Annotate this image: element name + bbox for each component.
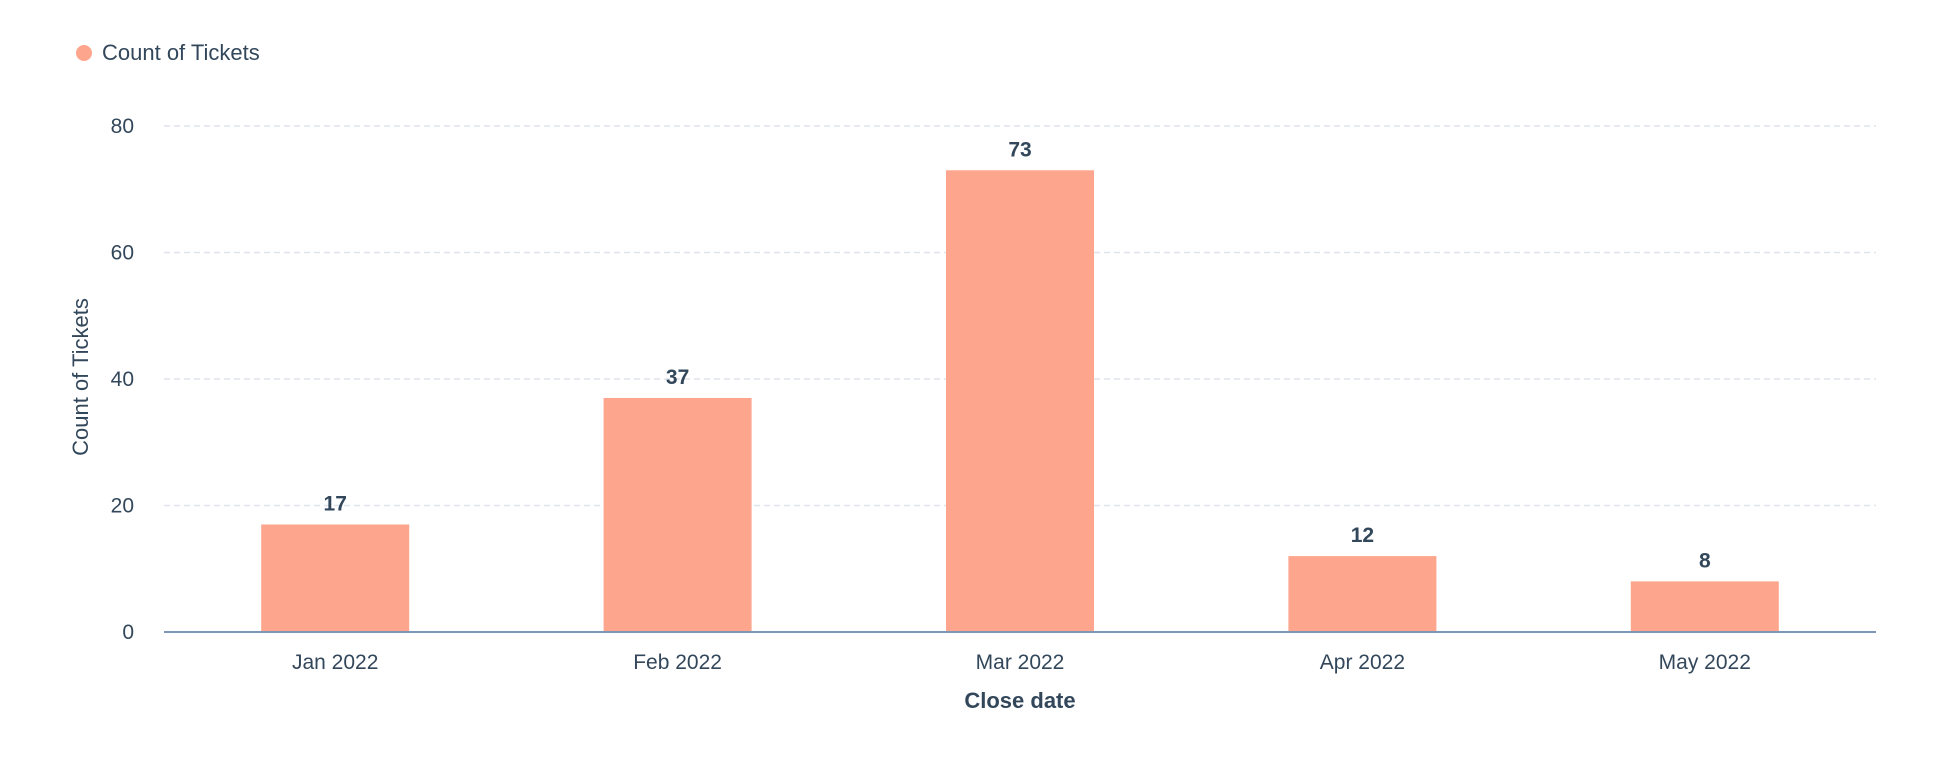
data-labels: 17 37 73 12 8 (324, 138, 1711, 572)
y-axis-ticks: 0 20 40 60 80 (111, 115, 134, 644)
x-axis-title: Close date (964, 688, 1075, 713)
bars (261, 170, 1779, 632)
gridlines (164, 125, 1876, 507)
data-label: 8 (1699, 549, 1711, 572)
legend-label: Count of Tickets (102, 40, 260, 65)
data-label: 17 (324, 492, 347, 515)
data-label: 73 (1008, 138, 1031, 161)
chart-legend[interactable]: Count of Tickets (76, 40, 260, 66)
y-tick-label: 40 (111, 368, 134, 391)
y-axis-title: Count of Tickets (68, 298, 93, 456)
y-tick-label: 80 (111, 115, 134, 138)
x-tick-label: Jan 2022 (292, 651, 378, 674)
x-tick-label: Apr 2022 (1320, 651, 1405, 674)
bar[interactable] (603, 397, 752, 632)
legend-swatch-icon (76, 45, 92, 61)
bar[interactable] (1630, 581, 1779, 632)
bar[interactable] (1288, 556, 1437, 632)
bar[interactable] (946, 170, 1094, 632)
x-axis-ticks: Jan 2022 Feb 2022 Mar 2022 Apr 2022 May 2022 (292, 651, 1751, 674)
x-tick-label: May 2022 (1659, 651, 1751, 674)
x-tick-label: Mar 2022 (976, 651, 1065, 674)
data-label: 37 (666, 366, 689, 389)
x-tick-label: Feb 2022 (633, 651, 722, 674)
bar[interactable] (261, 524, 410, 632)
y-tick-label: 0 (122, 621, 134, 644)
y-tick-label: 20 (111, 495, 134, 518)
y-tick-label: 60 (111, 242, 134, 265)
data-label: 12 (1351, 524, 1374, 547)
